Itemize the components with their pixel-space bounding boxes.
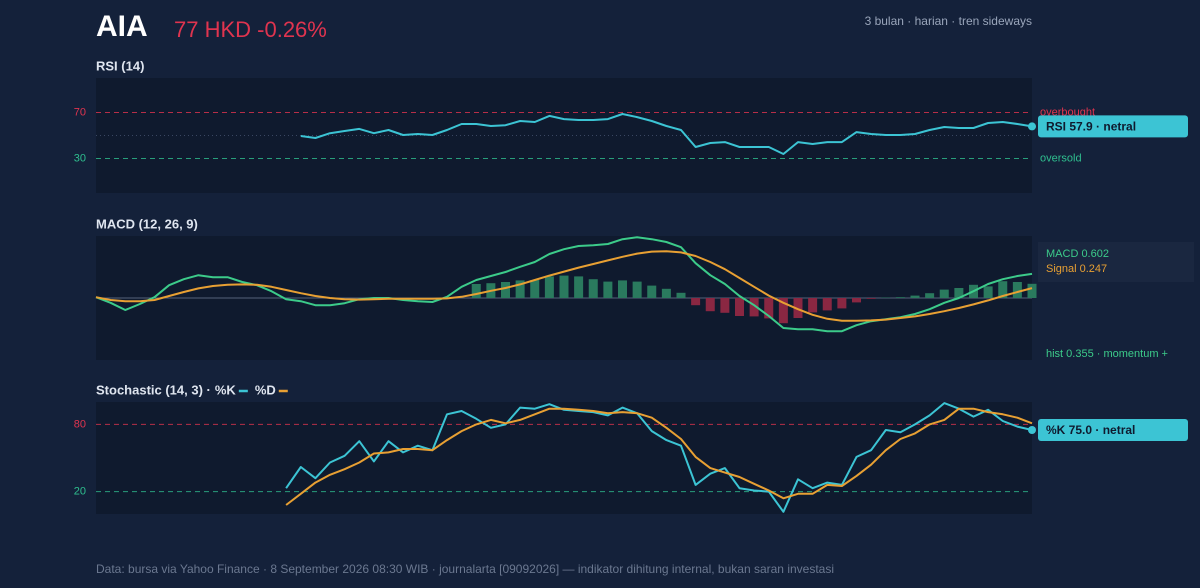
badge-label: %K 75.0 · netral (1046, 423, 1135, 437)
panel-title: Stochastic (14, 3) · (96, 382, 211, 397)
quote: 77 HKD -0.26% (174, 17, 327, 42)
histogram-bar (925, 293, 935, 298)
histogram-bar (793, 298, 803, 318)
histogram-bar (764, 298, 774, 319)
series-line (95, 250, 1033, 322)
histogram-bar (501, 282, 510, 298)
histogram-bar (705, 298, 715, 312)
series-line (300, 113, 1033, 155)
histogram-bar (735, 298, 744, 316)
histogram-bar (661, 288, 671, 298)
histogram-bar (603, 281, 613, 298)
reference-label: overbought (1040, 106, 1095, 118)
histogram-bar (618, 280, 627, 298)
histogram-bar (676, 292, 686, 298)
histogram-bar (530, 280, 540, 298)
subtitle: 3 bulan · harian · tren sideways (865, 14, 1032, 28)
histogram-bar (939, 289, 949, 298)
histogram-bar (866, 298, 876, 299)
legend-label: %D (255, 382, 276, 397)
y-tick-label: 30 (74, 152, 86, 164)
badge (1038, 115, 1188, 138)
histogram-bar (895, 297, 905, 298)
ticker: AIA (96, 10, 148, 43)
panel-title: MACD (12, 26, 9) (96, 216, 198, 231)
last-point (1028, 122, 1036, 131)
y-tick-label: 80 (74, 418, 86, 430)
y-tick-label: 20 (74, 486, 86, 498)
histogram-bar (852, 298, 861, 303)
histogram-bar (822, 298, 832, 311)
y-tick-label: 70 (74, 106, 86, 118)
histogram-bar (574, 276, 584, 298)
histogram-bar (837, 298, 847, 309)
histogram-bar (954, 288, 964, 298)
panel-note: hist 0.355 · momentum + (1046, 348, 1168, 360)
histogram-bar (983, 286, 993, 298)
histogram-bar (544, 276, 554, 298)
histogram-bar (1012, 282, 1022, 298)
histogram-bar (910, 295, 920, 298)
histogram-bar (1027, 283, 1037, 298)
last-point (1028, 426, 1036, 434)
histogram-bar (471, 284, 481, 298)
histogram-bar (647, 285, 657, 298)
badge-label: RSI 57.9 · netral (1046, 120, 1136, 134)
footer: Data: bursa via Yahoo Finance · 8 Septem… (96, 562, 834, 576)
histogram-bar (808, 298, 818, 313)
legend-box (1038, 242, 1194, 282)
histogram-bar (998, 281, 1008, 298)
badge (1038, 419, 1188, 441)
panel-title: RSI (14) (96, 58, 144, 73)
legend-label: Signal 0.247 (1046, 263, 1107, 275)
histogram-bar (691, 298, 701, 306)
legend-label: %K (215, 382, 237, 397)
histogram-bar (588, 279, 598, 298)
histogram-bar (749, 298, 759, 317)
histogram-bar (720, 298, 730, 313)
reference-label: oversold (1040, 152, 1082, 164)
legend-label: MACD 0.602 (1046, 248, 1109, 260)
panel (96, 402, 1032, 514)
series-line (285, 407, 1033, 506)
histogram-bar (778, 298, 788, 324)
histogram-bar (632, 281, 642, 298)
histogram-bar (515, 280, 525, 298)
histogram-bar (559, 275, 569, 298)
